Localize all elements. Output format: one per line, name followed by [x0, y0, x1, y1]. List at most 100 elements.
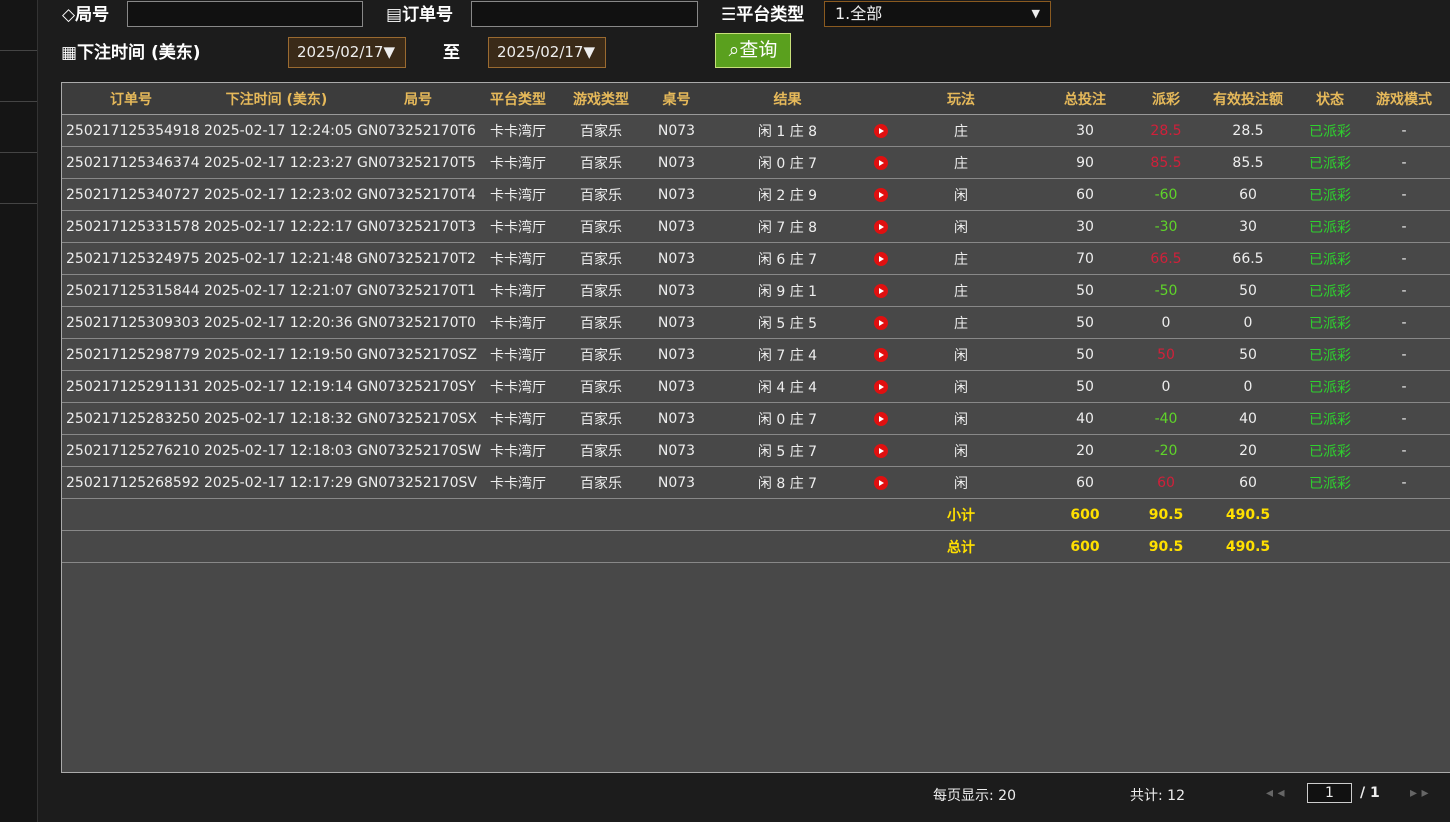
date-from[interactable]: 2025/02/17▼ [288, 37, 406, 68]
video-icon[interactable] [874, 315, 888, 330]
search-button[interactable]: ⌕查询 [715, 33, 791, 68]
cell: 闲 [891, 210, 1031, 243]
table-row: 250217125324975 2025-02-17 12:21:48 GN0732… [62, 242, 1450, 275]
cell: 百家乐 [553, 242, 649, 275]
pager-next[interactable]: ▸ ▸ [1410, 785, 1429, 801]
video-icon[interactable] [874, 155, 888, 170]
cell: 2025-02-17 12:19:50 [200, 338, 353, 371]
header-cell [871, 83, 891, 115]
cell: 250217125283250 [62, 402, 200, 435]
time-label: ▦下注时间 (美东) [61, 43, 201, 63]
video-icon[interactable] [874, 123, 888, 138]
cell: N073 [649, 242, 704, 275]
cell: GN073252170SX [353, 402, 483, 435]
cell: GN073252170T1 [353, 274, 483, 307]
cell: - [1357, 210, 1450, 243]
cell: 60 [1139, 466, 1193, 499]
header-cell: 桌号 [649, 83, 704, 115]
cell: 已派彩 [1303, 402, 1357, 435]
header-cell: 有效投注额 [1193, 83, 1303, 115]
cell: 卡卡湾厅 [483, 114, 553, 147]
cell: 0 [1139, 370, 1193, 403]
cell: 闲 [891, 402, 1031, 435]
cell: N073 [649, 114, 704, 147]
cell: 66.5 [1193, 242, 1303, 275]
video-cell [871, 274, 891, 307]
video-icon[interactable] [874, 283, 888, 298]
bet-table: 订单号 下注时间 (美东) 局号 平台类型 游戏类型 桌号 结果 玩法 总投注 派彩 有效投注额 状态… [62, 83, 1450, 563]
cell: 40 [1031, 402, 1139, 435]
cell: 250217125309303 [62, 306, 200, 339]
pager-prev[interactable]: ◂ ◂ [1266, 785, 1285, 801]
button-text: 查询 [739, 39, 778, 61]
video-icon[interactable] [874, 347, 888, 362]
cell: N073 [649, 274, 704, 307]
cell: 28.5 [1139, 114, 1193, 147]
cell: 2025-02-17 12:20:36 [200, 306, 353, 339]
cell: 百家乐 [553, 306, 649, 339]
total-count: 共计: 12 [1130, 788, 1185, 804]
cell: 已派彩 [1303, 274, 1357, 307]
cell: - [1357, 146, 1450, 179]
cell: 0 [1139, 306, 1193, 339]
cell: 百家乐 [553, 370, 649, 403]
cell: 50 [1193, 338, 1303, 371]
cell: 百家乐 [553, 466, 649, 499]
cell: 庄 [891, 274, 1031, 307]
to-label: 至 [443, 43, 460, 63]
order-input[interactable] [471, 1, 698, 27]
video-icon[interactable] [874, 443, 888, 458]
cell: N073 [649, 146, 704, 179]
cell: 250217125346374 [62, 146, 200, 179]
cell: 2025-02-17 12:23:27 [200, 146, 353, 179]
table-row: 250217125354918 2025-02-17 12:24:05 GN0732… [62, 114, 1450, 147]
cell: 已派彩 [1303, 466, 1357, 499]
cell: 闲 [891, 434, 1031, 467]
page-size: 每页显示: 20 [933, 788, 1016, 804]
cell [1303, 498, 1450, 531]
page-input[interactable]: 1 [1307, 783, 1352, 803]
cell: GN073252170T3 [353, 210, 483, 243]
cell: 闲 [891, 466, 1031, 499]
cell: -30 [1139, 210, 1193, 243]
cell: - [1357, 402, 1450, 435]
cell: 闲 7 庄 4 [704, 338, 871, 371]
cell: 闲 5 庄 5 [704, 306, 871, 339]
round-input[interactable] [127, 1, 363, 27]
video-icon[interactable] [874, 219, 888, 234]
cell: 卡卡湾厅 [483, 274, 553, 307]
video-icon[interactable] [874, 187, 888, 202]
cell: 百家乐 [553, 402, 649, 435]
cell: 50 [1031, 370, 1139, 403]
video-icon[interactable] [874, 251, 888, 266]
cell: 70 [1031, 242, 1139, 275]
video-icon[interactable] [874, 475, 888, 490]
cell: 60 [1193, 466, 1303, 499]
table-row: 250217125315844 2025-02-17 12:21:07 GN0732… [62, 274, 1450, 307]
cell: 0 [1193, 370, 1303, 403]
cell: 庄 [891, 306, 1031, 339]
cell: 250217125268592 [62, 466, 200, 499]
cell: 30 [1031, 210, 1139, 243]
select-value: 1.全部 [835, 4, 883, 23]
summary-cell: 490.5 [1193, 530, 1303, 563]
cell: 250217125331578 [62, 210, 200, 243]
video-icon[interactable] [874, 411, 888, 426]
video-cell [871, 114, 891, 147]
platform-select[interactable]: 1.全部 ▼ [824, 1, 1051, 27]
cell: 卡卡湾厅 [483, 210, 553, 243]
cell: N073 [649, 402, 704, 435]
date-to[interactable]: 2025/02/17▼ [488, 37, 606, 68]
cell: -40 [1139, 402, 1193, 435]
header-cell: 总投注 [1031, 83, 1139, 115]
cell: -20 [1139, 434, 1193, 467]
cell: 20 [1031, 434, 1139, 467]
cell: 庄 [891, 114, 1031, 147]
summary-cell: 90.5 [1139, 498, 1193, 531]
cell: 28.5 [1193, 114, 1303, 147]
video-icon[interactable] [874, 379, 888, 394]
header-cell: 下注时间 (美东) [200, 83, 353, 115]
cell: 2025-02-17 12:21:48 [200, 242, 353, 275]
cell: 百家乐 [553, 274, 649, 307]
